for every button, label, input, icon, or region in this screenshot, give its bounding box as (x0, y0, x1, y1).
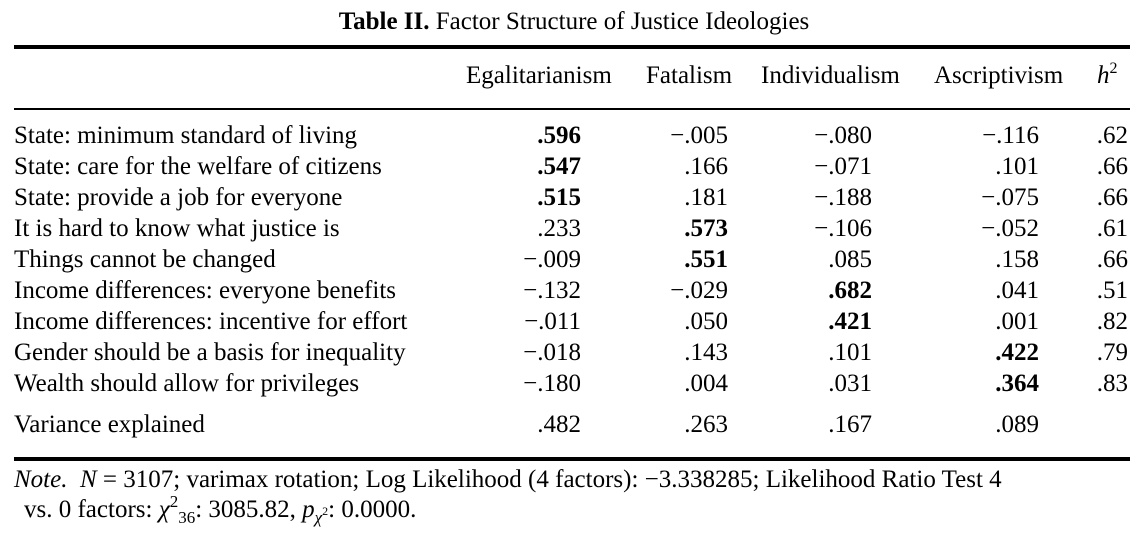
row-label: Income differences: incentive for effort (14, 308, 408, 335)
variance-label: Variance explained (14, 411, 205, 438)
row-label: Income differences: everyone benefits (14, 277, 396, 304)
table-cell: .085 (828, 246, 872, 273)
table-title: Table II. Factor Structure of Justice Id… (0, 6, 1148, 38)
table-cell: .66 (1096, 246, 1128, 273)
header-ascriptivism: Ascriptivism (934, 62, 1064, 89)
row-label: Wealth should allow for privileges (14, 370, 360, 397)
table-cell: −.009 (523, 246, 581, 273)
row-label: Gender should be a basis for inequality (14, 339, 406, 366)
table-note: Note. N = 3107; varimax rotation; Log Li… (14, 465, 1130, 527)
table-cell: .364 (995, 370, 1039, 397)
table-cell: .031 (828, 370, 872, 397)
note-line-2: vs. 0 factors: χ236: 3085.82, pχ2: 0.000… (14, 492, 1130, 527)
table-cell: −.052 (981, 215, 1039, 242)
table-cell: −.011 (524, 308, 581, 335)
note-prefix: Note. (14, 466, 68, 493)
note-p-sub: χ2 (314, 505, 328, 527)
table-cell: .158 (995, 246, 1039, 273)
table-cell: .181 (684, 184, 728, 211)
table-cell: .79 (1096, 339, 1128, 366)
header-communality: h2 (1097, 61, 1118, 91)
table-cell: .421 (828, 308, 872, 335)
variance-cell: .089 (995, 411, 1039, 438)
note-line-1: Note. N = 3107; varimax rotation; Log Li… (14, 465, 1130, 495)
row-label: State: provide a job for everyone (14, 184, 343, 211)
table-cell: −.080 (814, 122, 872, 149)
note-p-sub-chi: χ (314, 508, 323, 527)
table-cell: .101 (828, 339, 872, 366)
table-cell: .51 (1096, 277, 1128, 304)
table-cell: .573 (684, 215, 728, 242)
table-cell: .547 (537, 153, 581, 180)
table-cell: .62 (1096, 122, 1128, 149)
header-egalitarianism: Egalitarianism (466, 62, 612, 89)
row-label: It is hard to know what justice is (14, 215, 340, 242)
table-cell: .004 (684, 370, 728, 397)
note-text-2b: : 3085.82, (195, 496, 303, 523)
table-cell: .422 (995, 339, 1039, 366)
table-cell: .596 (537, 122, 581, 149)
table-cell: .61 (1096, 215, 1128, 242)
variance-cell: .167 (828, 411, 872, 438)
note-chi: χ (158, 496, 170, 523)
table-cell: .143 (684, 339, 728, 366)
table-cell: .82 (1096, 308, 1128, 335)
note-chi-sup: 2 (169, 492, 179, 511)
table-cell: −.180 (523, 370, 581, 397)
table-cell: .83 (1096, 370, 1128, 397)
table-cell: .041 (995, 277, 1039, 304)
table-cell: .050 (684, 308, 728, 335)
header-h-sup: 2 (1109, 60, 1118, 77)
table-cell: −.005 (670, 122, 728, 149)
note-text-1: = 3107; varimax rotation; Log Likelihood… (96, 466, 1002, 493)
header-fatalism: Fatalism (646, 62, 733, 89)
note-n: N (79, 466, 97, 493)
table-number: Table II. (338, 8, 430, 35)
table-cell: .551 (684, 246, 728, 273)
header-rule (14, 108, 1130, 110)
top-rule (14, 45, 1130, 49)
row-label: State: minimum standard of living (14, 122, 358, 149)
note-chi-sub: 36 (178, 508, 196, 527)
table-caption: Factor Structure of Justice Ideologies (435, 8, 810, 35)
table-cell: −.018 (523, 339, 581, 366)
table-cell: .66 (1096, 184, 1128, 211)
row-label: Things cannot be changed (14, 246, 276, 273)
table-cell: −.116 (982, 122, 1039, 149)
note-p: p (302, 496, 315, 523)
table-cell: .166 (684, 153, 728, 180)
table-cell: .233 (537, 215, 581, 242)
table-cell: −.075 (981, 184, 1039, 211)
row-label: State: care for the welfare of citizens (14, 153, 382, 180)
table-cell: .515 (537, 184, 581, 211)
table-cell: −.188 (814, 184, 872, 211)
variance-cell: .263 (684, 411, 728, 438)
note-text-2a: vs. 0 factors: (24, 496, 159, 523)
header-individualism: Individualism (761, 62, 900, 89)
note-p-sub-sup: 2 (322, 504, 329, 518)
table-cell: .101 (995, 153, 1039, 180)
table-cell: −.132 (523, 277, 581, 304)
table-cell: −.106 (814, 215, 872, 242)
bottom-rule (14, 457, 1130, 461)
table-cell: .66 (1096, 153, 1128, 180)
table-cell: .001 (995, 308, 1039, 335)
note-text-2c: : 0.0000. (328, 496, 417, 523)
variance-cell: .482 (537, 411, 581, 438)
table-cell: −.071 (814, 153, 872, 180)
header-h: h (1097, 62, 1110, 89)
table-cell: .682 (828, 277, 872, 304)
table-cell: −.029 (670, 277, 728, 304)
